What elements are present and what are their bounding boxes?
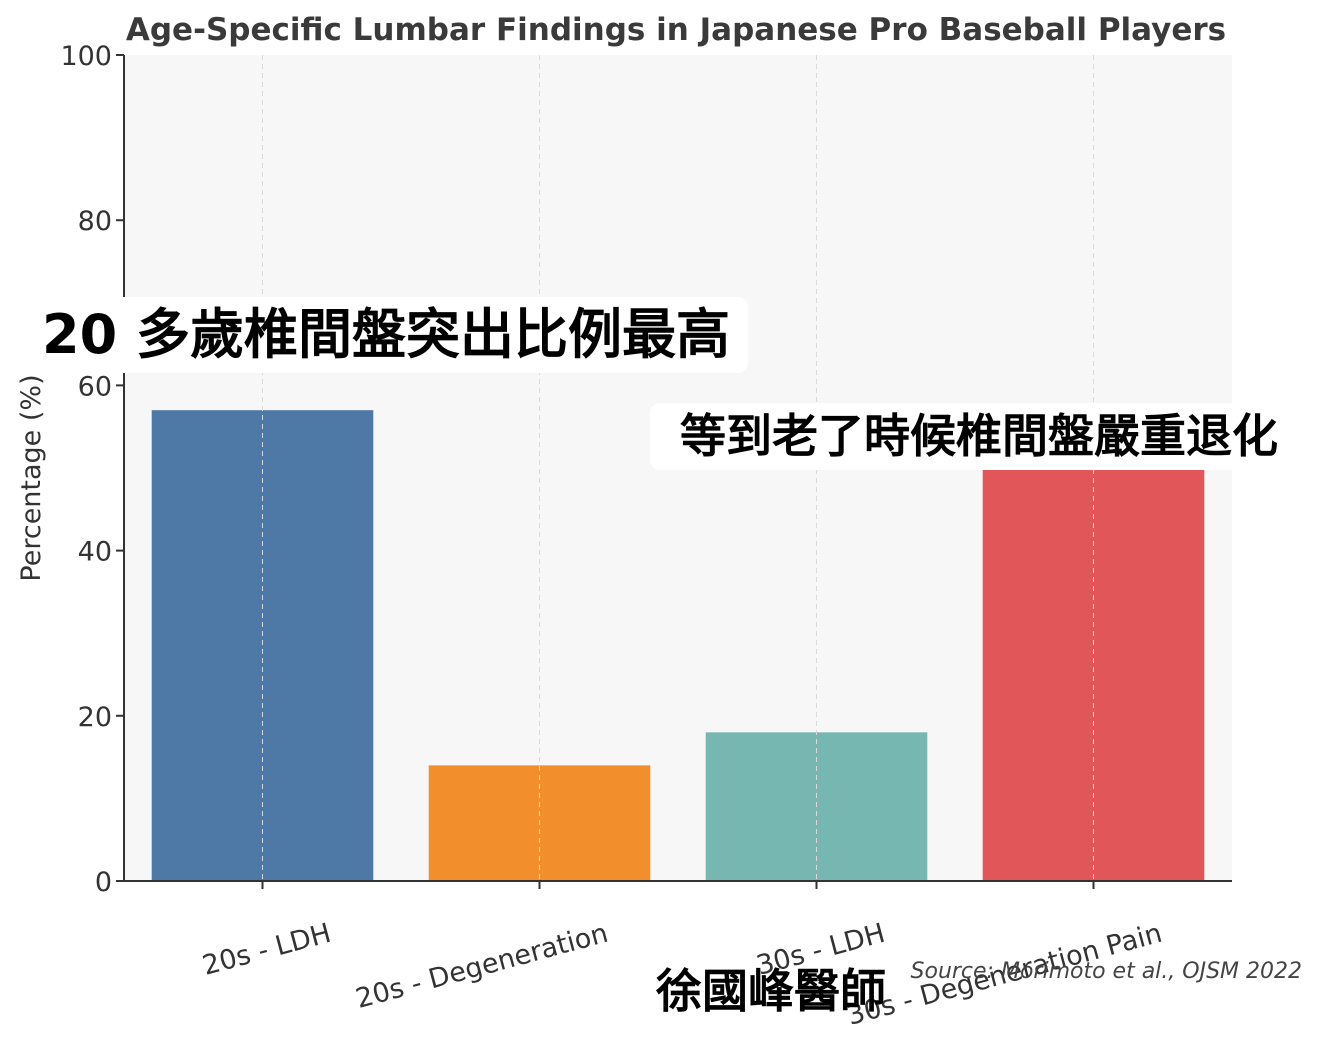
y-tick-label: 0 [95,867,112,898]
y-axis-label: Percentage (%) [16,374,47,581]
y-tick-label: 60 [78,371,112,402]
author-watermark: 徐國峰醫師 [656,964,886,1018]
callout-degeneration-30s: 等到老了時候椎間盤嚴重退化 [650,403,1292,470]
y-tick-label: 100 [60,41,112,72]
chart-title: Age-Specific Lumbar Findings in Japanese… [126,12,1226,48]
source-note: Source: Morimoto et al., OJSM 2022 [911,959,1302,984]
y-tick-label: 40 [78,537,112,568]
axes [123,55,1232,882]
vertical-gridlines [262,55,1094,881]
y-ticks: 0 20 40 60 80 100 [60,41,124,898]
bar-3 [982,468,1205,881]
y-tick-label: 80 [78,206,112,237]
x-tick-label: 20s - LDH [199,918,334,982]
callout-ldh-20s: 20 多歲椎間盤突出比例最高 [32,297,748,373]
x-tick-label: 20s - Degeneration [353,918,612,1015]
y-tick-label: 20 [78,702,112,733]
